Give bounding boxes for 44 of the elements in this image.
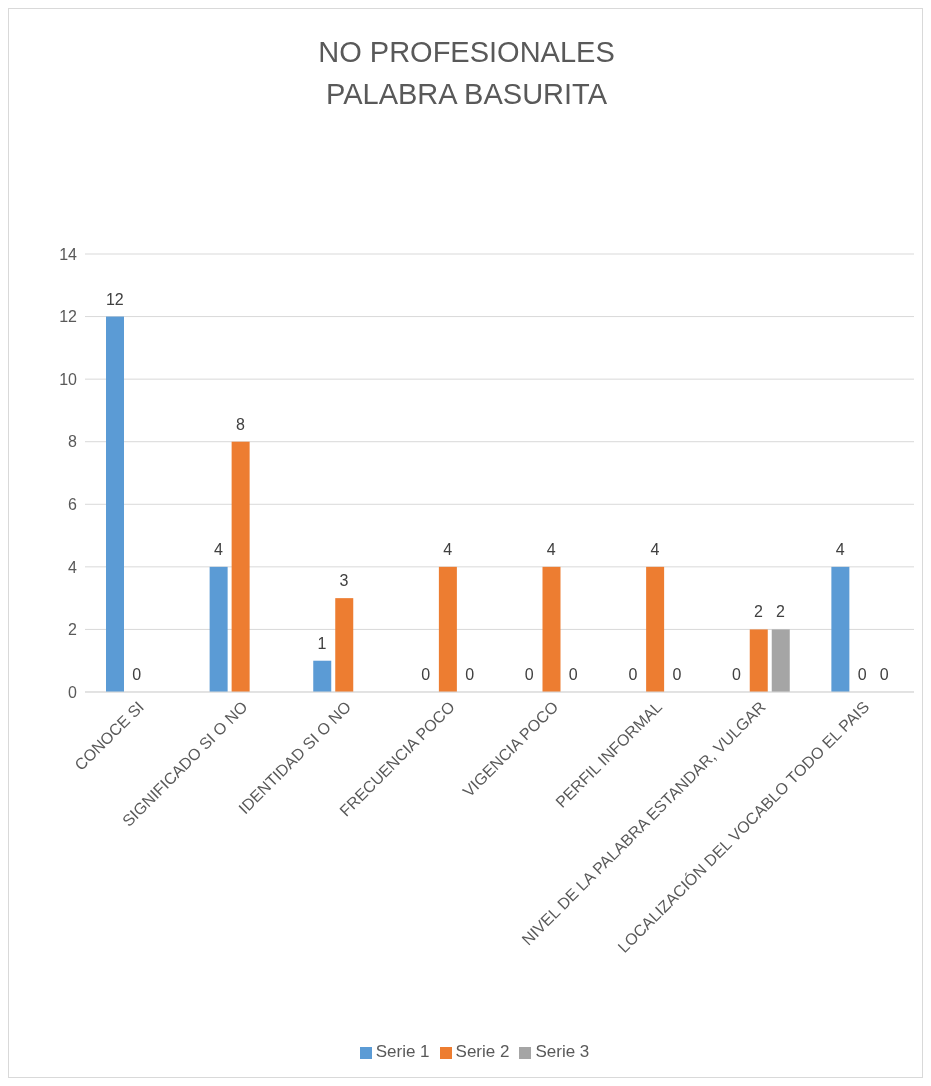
data-label: 4 xyxy=(546,540,556,558)
data-label: 0 xyxy=(628,666,638,683)
data-label: 0 xyxy=(524,666,534,683)
data-label: 4 xyxy=(650,540,660,558)
bar xyxy=(646,566,665,692)
bar xyxy=(106,316,124,692)
bar xyxy=(231,441,250,692)
data-label: 3 xyxy=(339,572,349,590)
y-tick-label: 6 xyxy=(68,495,78,513)
data-label: 0 xyxy=(879,666,889,683)
bar xyxy=(771,629,790,692)
bar xyxy=(209,566,228,692)
chart-title: NO PROFESIONALES PALABRA BASURITA xyxy=(317,35,616,112)
data-label: 0 xyxy=(465,666,475,683)
y-tick-label: 12 xyxy=(59,308,78,326)
y-tick-label: 2 xyxy=(68,621,78,639)
data-label: 0 xyxy=(732,666,742,683)
data-label: 12 xyxy=(105,290,124,308)
data-label: 8 xyxy=(235,415,245,433)
y-tick-label: 4 xyxy=(68,558,78,576)
legend-label: Serie 3 xyxy=(535,1042,590,1061)
y-tick-label: 0 xyxy=(68,683,78,701)
bar xyxy=(313,660,332,692)
bar xyxy=(831,566,850,692)
data-label: 0 xyxy=(672,666,682,683)
bar xyxy=(542,566,561,692)
data-label: 0 xyxy=(857,666,867,683)
bar xyxy=(335,598,354,692)
data-label: 0 xyxy=(421,666,431,683)
data-label: 0 xyxy=(568,666,578,683)
bar xyxy=(438,566,457,692)
y-tick-label: 14 xyxy=(59,245,78,263)
data-label: 4 xyxy=(443,540,453,558)
data-label: 0 xyxy=(132,666,142,683)
bar xyxy=(749,629,768,692)
data-label: 2 xyxy=(776,603,786,621)
y-tick-label: 8 xyxy=(68,433,78,451)
data-label: 4 xyxy=(213,540,223,558)
data-label: 2 xyxy=(754,603,764,621)
y-tick-label: 10 xyxy=(59,370,78,388)
data-label: 1 xyxy=(317,634,327,652)
legend-label: Serie 2 xyxy=(455,1042,510,1061)
data-label: 4 xyxy=(835,540,845,558)
legend-label: Serie 1 xyxy=(375,1042,430,1061)
